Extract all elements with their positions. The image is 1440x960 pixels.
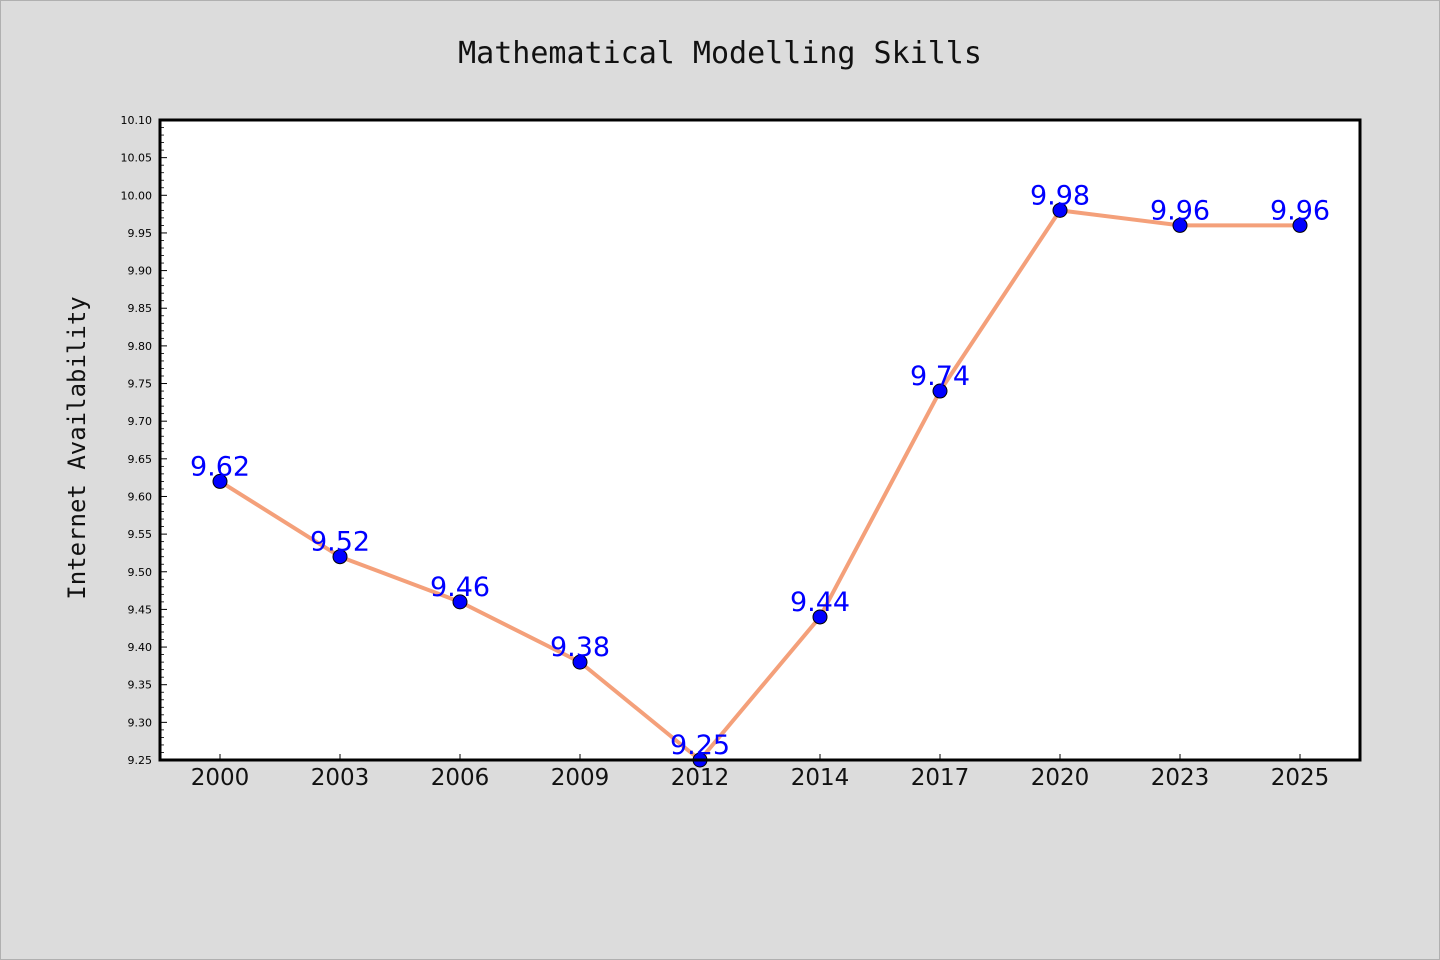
x-tick-label: 2025 xyxy=(1271,765,1330,791)
data-label: 9.25 xyxy=(670,730,730,761)
data-label: 9.52 xyxy=(310,527,370,558)
y-tick-label: 9.85 xyxy=(128,302,153,315)
chart-title: Mathematical Modelling Skills xyxy=(458,36,982,71)
y-tick-label: 9.75 xyxy=(128,378,153,391)
y-tick-label: 9.30 xyxy=(128,716,153,729)
y-tick-label: 9.80 xyxy=(128,340,153,353)
x-tick-label: 2012 xyxy=(671,765,730,791)
x-tick-label: 2017 xyxy=(911,765,970,791)
data-label: 9.96 xyxy=(1150,195,1210,226)
x-tick-label: 2023 xyxy=(1151,765,1210,791)
data-label: 9.98 xyxy=(1030,180,1090,211)
x-tick-label: 2020 xyxy=(1031,765,1090,791)
y-tick-label: 10.10 xyxy=(121,114,153,127)
data-label-group: 9.62 9.52 9.46 9.38 9.25 9.44 9.74 9.98 9.96 9.96 xyxy=(190,180,1330,761)
data-point xyxy=(572,654,588,670)
data-point xyxy=(1172,217,1188,233)
data-label: 9.38 xyxy=(550,632,610,663)
y-tick-label: 9.50 xyxy=(128,566,153,579)
y-tick-label: 9.45 xyxy=(128,603,153,616)
y-tick-label: 9.95 xyxy=(128,227,153,240)
plot-area xyxy=(160,120,1360,760)
y-tick-label: 9.70 xyxy=(128,415,153,428)
y-tick-label: 9.25 xyxy=(128,754,153,767)
data-label: 9.96 xyxy=(1270,195,1330,226)
data-point xyxy=(332,549,348,565)
y-axis-label: Internet Availability xyxy=(63,296,91,599)
y-tick-label: 9.90 xyxy=(128,265,153,278)
data-point xyxy=(212,473,228,489)
data-label: 9.62 xyxy=(190,451,250,482)
data-label: 9.44 xyxy=(790,587,850,618)
plot-frame xyxy=(158,118,1362,762)
y-tick-label: 9.60 xyxy=(128,490,153,503)
y-axis: 9.25 9.30 9.35 9.40 9.45 9.50 9.55 9.60 9.65 9.70… xyxy=(121,114,167,767)
y-tick-label: 10.00 xyxy=(121,189,153,202)
x-tick-label: 2014 xyxy=(791,765,850,791)
data-point xyxy=(1292,217,1308,233)
x-tick-label: 2000 xyxy=(191,765,250,791)
y-tick-label: 9.65 xyxy=(128,453,153,466)
y-tick-label: 9.55 xyxy=(128,528,153,541)
y-tick-label: 9.35 xyxy=(128,679,153,692)
data-label: 9.74 xyxy=(910,361,970,392)
data-point xyxy=(1052,202,1068,218)
x-axis: 2000 2003 2006 2009 2012 2014 2017 2020 2023 2025 xyxy=(191,754,1330,791)
y-tick-label: 9.40 xyxy=(128,641,153,654)
series-line xyxy=(218,208,1300,762)
x-tick-label: 2009 xyxy=(551,765,610,791)
x-tick-label: 2003 xyxy=(311,765,370,791)
data-point xyxy=(932,383,948,399)
x-tick-label: 2006 xyxy=(431,765,490,791)
y-tick-label: 10.05 xyxy=(121,152,153,165)
series-line-group xyxy=(212,202,1308,768)
data-point xyxy=(812,609,828,625)
data-point xyxy=(452,594,468,610)
data-label: 9.46 xyxy=(430,572,490,603)
